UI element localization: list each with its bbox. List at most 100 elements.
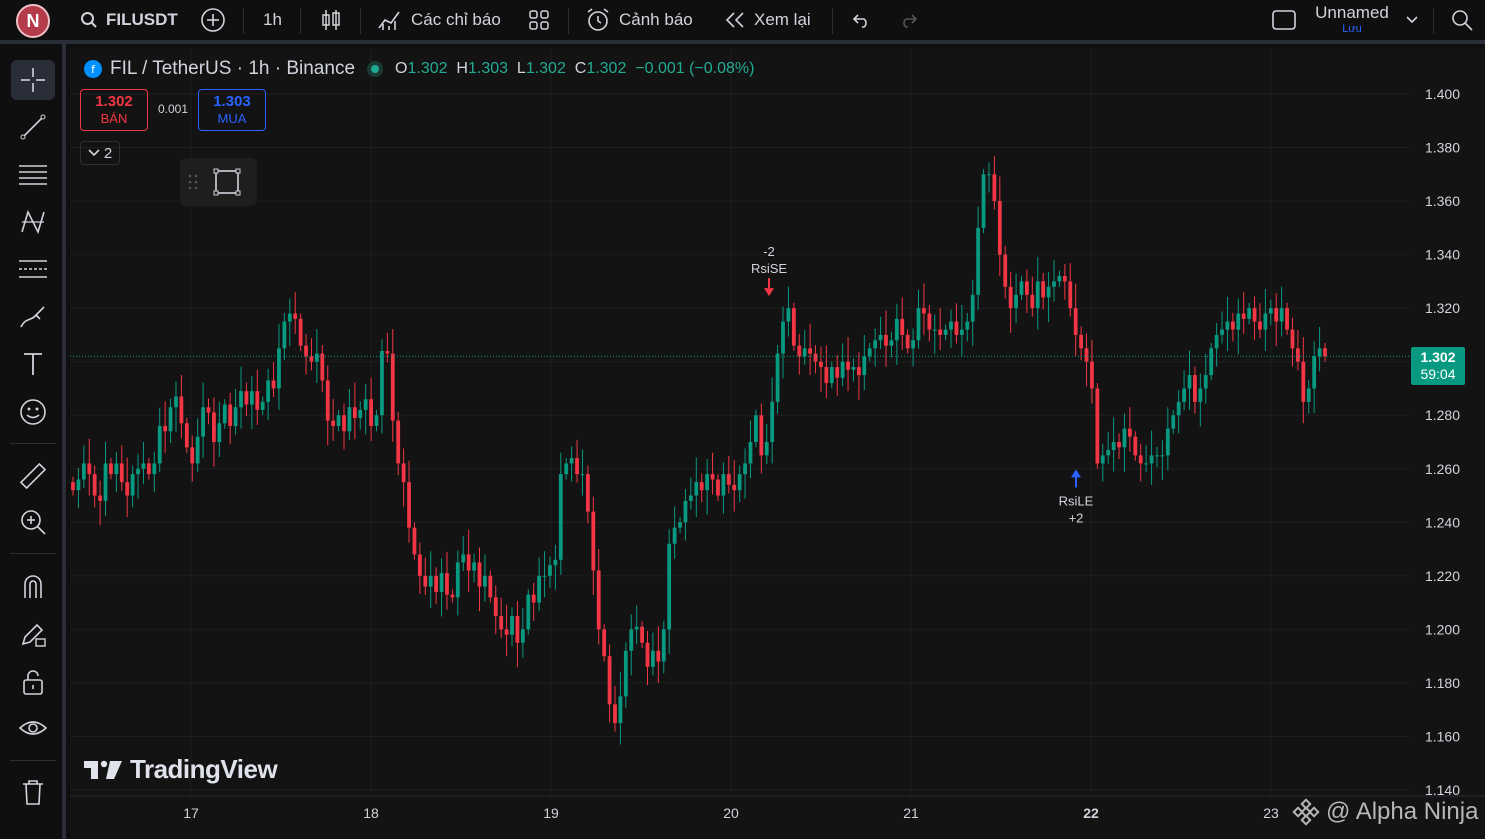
signal-qty: -2 [763,244,775,259]
symbol-search-button[interactable]: FILUSDT [80,0,178,40]
candle-body [1079,334,1084,349]
brush-tool[interactable] [11,297,55,337]
unlock-icon [23,670,43,695]
text-tool[interactable] [11,344,55,384]
candle-body [737,474,742,491]
zoom-tool[interactable] [11,502,55,542]
chart-pane[interactable]: 1.4001.3801.3601.3401.3201.3001.2801.260… [70,48,1485,839]
pattern-tool[interactable] [11,202,55,242]
candle-body [840,361,845,378]
candle-body [851,367,856,370]
measure-tool[interactable] [11,456,55,496]
compare-symbol-button[interactable] [200,0,226,40]
candle-body [412,527,417,555]
search-icon [1452,10,1473,31]
magnet-tool[interactable] [11,566,55,606]
candlestick-chart[interactable]: 1.4001.3801.3601.3401.3201.3001.2801.260… [70,48,1485,839]
drag-handle-icon[interactable] [188,173,198,191]
floating-drawing-toolbar [180,158,257,206]
indicators-button[interactable]: Các chỉ báo [377,0,501,40]
candle-body [526,594,531,630]
legend-collapse-button[interactable]: 2 [80,141,120,165]
candle-body [103,463,108,501]
candle-body [184,423,189,448]
candle-body [119,463,124,483]
forecast-tool[interactable] [11,249,55,289]
buy-button[interactable]: 1.303 MUA [198,89,266,131]
candle-body [352,407,357,418]
emoji-tool[interactable] [11,392,55,432]
candle-body [1025,281,1029,295]
candle-body [1003,254,1008,287]
candle-body [916,308,921,341]
candle-body [1220,329,1224,335]
y-tick-label: 1.140 [1425,782,1460,798]
candle-body [461,554,466,563]
undo-icon [852,14,867,28]
candle-body [1057,276,1062,282]
signal-label: RsiLE [1059,493,1094,508]
candle-body [927,313,932,330]
candle-body [401,463,406,483]
candle-body [846,361,850,370]
y-tick-label: 1.180 [1425,675,1460,691]
tradingview-logo[interactable]: TradingView [84,754,278,785]
candle-body [634,626,639,630]
candle-body [688,495,693,501]
candle-body [92,474,97,496]
alerts-button[interactable]: Cảnh báo [585,0,693,40]
candle-body [217,423,222,442]
sell-button[interactable]: 1.302 BÁN [80,89,148,131]
candle-body [472,562,476,571]
interval-button[interactable]: 1h [263,0,282,40]
crosshair-icon [21,68,45,92]
lock-drawing-tool[interactable] [11,614,55,654]
quick-search-button[interactable] [1450,0,1474,40]
indicators-icon [378,11,400,30]
candle-body [206,407,211,413]
candle-body [1203,375,1208,389]
layout-toggle[interactable] [1271,0,1297,40]
interval-label: 1h [263,10,282,29]
brush-icon [20,306,45,328]
candle-body [1052,281,1056,287]
candle-body [1193,375,1197,402]
layout-menu-button[interactable] [1405,0,1419,40]
candle-body [900,318,905,335]
user-avatar[interactable]: N [16,4,50,38]
chart-type-button[interactable] [320,0,342,40]
last-price-label: 1.302 59:04 [1411,347,1465,385]
candle-body [1171,415,1176,429]
tv-logo-text: TradingView [130,754,278,784]
candle-body [623,650,628,697]
candle-body [244,391,249,405]
delete-drawings-tool[interactable] [11,772,55,812]
undo-button[interactable] [850,0,872,40]
candle-body [1241,313,1246,319]
candle-body [1046,286,1051,298]
candle-body [938,329,943,335]
candle-body [325,380,330,421]
horizontal-lines-tool[interactable] [11,154,55,194]
candle-body [781,321,785,354]
candle-body [1149,455,1154,464]
templates-button[interactable] [528,0,550,40]
candle-body [81,463,86,480]
replay-button[interactable]: Xem lại [724,0,811,40]
redo-button[interactable] [898,0,920,40]
binance-icon [1292,798,1320,826]
candle-body [640,626,644,643]
candle-body [428,575,433,587]
candle-body [976,227,981,295]
x-tick-label: 21 [903,805,919,821]
hide-drawings-tool[interactable] [11,709,55,749]
candle-body [1279,308,1284,322]
candle-body [1155,455,1159,457]
select-rectangle-icon[interactable] [212,167,242,197]
crosshair-tool[interactable] [11,60,55,100]
layout-name-button[interactable]: Unnamed Lưu [1312,3,1392,36]
candle-body [87,463,92,475]
lock-all-tool[interactable] [11,662,55,702]
symbol-title[interactable]: FIL / TetherUS · 1h · Binance [110,58,356,79]
trend-line-tool[interactable] [11,107,55,147]
